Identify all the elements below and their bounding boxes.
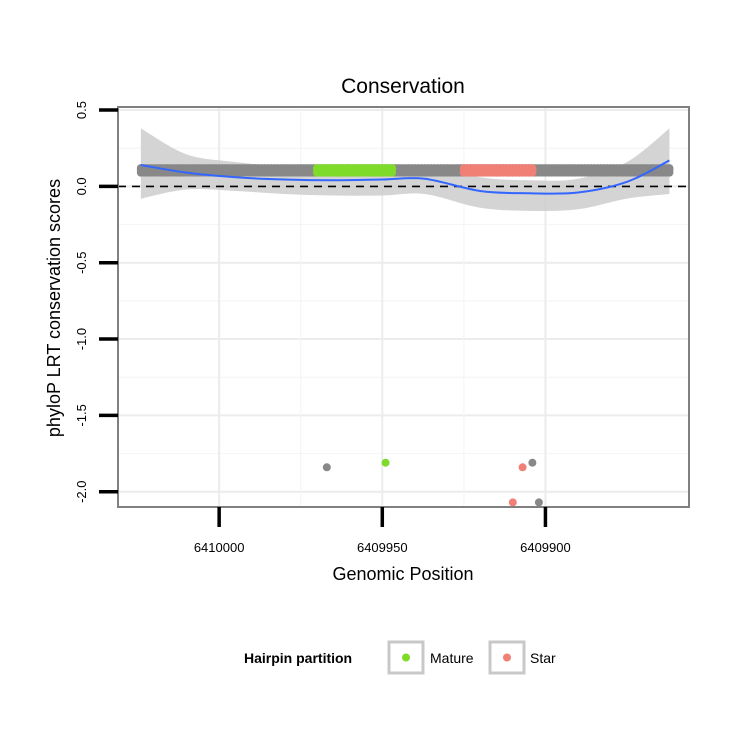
smooth-line xyxy=(140,159,670,195)
x-axis: 6410000 6409950 6409900 xyxy=(194,507,571,555)
smooth-line-group xyxy=(140,159,670,195)
x-tick-label: 6409950 xyxy=(357,540,408,555)
x-tick-label: 6409900 xyxy=(520,540,571,555)
chart-title: Conservation xyxy=(341,75,465,98)
data-point-mature xyxy=(388,164,397,173)
y-tick-label: -1.5 xyxy=(74,404,89,426)
legend-label-mature: Mature xyxy=(430,650,474,666)
data-point-other xyxy=(665,164,674,173)
x-axis-title: Genomic Position xyxy=(332,564,473,584)
grid-lines xyxy=(118,107,689,507)
data-points xyxy=(136,164,674,507)
legend-key-star xyxy=(503,653,511,662)
outlier-point-mature xyxy=(381,458,390,467)
outlier-point-other xyxy=(528,458,537,467)
legend-label-star: Star xyxy=(530,650,556,666)
y-axis: -2.0 -1.5 -1.0 -0.5 0.0 0.5 xyxy=(74,101,118,503)
legend-key-mature xyxy=(402,653,410,662)
plot-panel-border xyxy=(117,106,690,508)
y-axis-title: phyloP LRT conservation scores xyxy=(44,179,64,437)
data-point-star xyxy=(528,164,537,173)
x-tick-label: 6410000 xyxy=(194,540,245,555)
y-tick-label: 0.0 xyxy=(74,177,89,195)
outlier-point-star xyxy=(518,463,527,472)
y-tick-label: -0.5 xyxy=(74,252,89,274)
legend: Hairpin partition Mature Star xyxy=(244,640,556,675)
y-tick-label: 0.5 xyxy=(74,101,89,119)
outlier-point-star xyxy=(508,498,517,507)
outlier-point-other xyxy=(322,463,331,472)
y-tick-label: -1.0 xyxy=(74,328,89,350)
legend-title: Hairpin partition xyxy=(244,650,352,666)
outlier-point-other xyxy=(534,498,543,507)
y-tick-label: -2.0 xyxy=(74,481,89,503)
